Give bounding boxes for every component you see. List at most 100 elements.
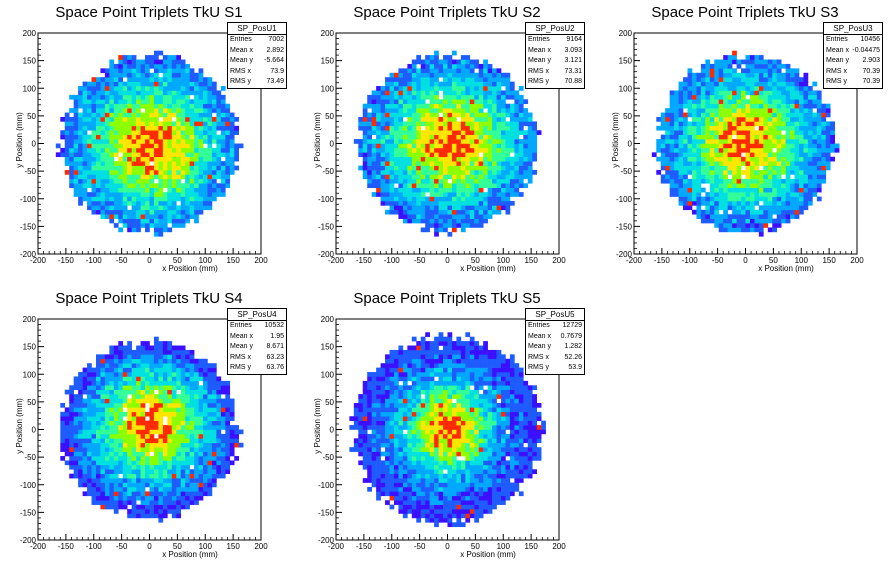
- histogram-bin: [78, 121, 83, 127]
- histogram-bin: [492, 174, 497, 180]
- histogram-bin: [799, 86, 804, 91]
- histogram-bin: [145, 380, 150, 386]
- histogram-bin: [389, 174, 395, 180]
- histogram-bin: [420, 192, 426, 197]
- histogram-bin: [153, 99, 159, 105]
- histogram-bin: [153, 72, 159, 78]
- histogram-bin: [678, 183, 684, 188]
- histogram-bin: [398, 165, 404, 171]
- histogram-bin: [153, 59, 159, 65]
- histogram-bin: [158, 174, 164, 180]
- histogram-bin: [758, 209, 764, 215]
- histogram-bin: [171, 86, 177, 91]
- histogram-bin: [696, 214, 702, 219]
- histogram-bin: [162, 55, 168, 60]
- histogram-bin: [807, 125, 813, 131]
- histogram-bin: [474, 205, 480, 211]
- histogram-bin: [82, 156, 88, 162]
- histogram-bin: [158, 231, 164, 237]
- histogram-bin: [483, 121, 488, 127]
- histogram-bin: [109, 147, 115, 153]
- histogram-bin: [767, 90, 773, 96]
- histogram-bin: [180, 161, 186, 166]
- histogram-bin: [518, 86, 524, 91]
- histogram-bin: [189, 130, 195, 135]
- histogram-cells: [60, 336, 244, 523]
- histogram-bin: [398, 214, 404, 219]
- histogram-bin: [451, 116, 457, 122]
- histogram-bin: [505, 86, 511, 91]
- histogram-bin: [501, 103, 506, 109]
- histogram-bin: [127, 473, 132, 479]
- histogram-bin: [78, 134, 83, 140]
- histogram-bin: [176, 108, 182, 113]
- histogram-bin: [389, 103, 395, 109]
- histogram-bin: [104, 178, 110, 184]
- histogram-bin: [532, 143, 537, 149]
- histogram-bin: [207, 94, 213, 100]
- histogram-bin: [456, 183, 462, 188]
- histogram-bin: [376, 170, 381, 175]
- histogram-bin: [718, 196, 724, 202]
- histogram-bin: [145, 209, 150, 215]
- histogram-bin: [91, 94, 97, 100]
- histogram-bin: [69, 125, 74, 131]
- histogram-bin: [136, 196, 141, 202]
- histogram-bin: [429, 223, 435, 228]
- histogram-bin: [118, 108, 124, 113]
- histogram-bin: [420, 152, 426, 158]
- histogram-bin: [91, 438, 97, 444]
- histogram-bin: [207, 103, 213, 109]
- histogram-bin: [180, 495, 186, 501]
- histogram-bin: [532, 156, 537, 162]
- histogram-bin: [389, 86, 395, 91]
- stats-value: 73.49: [266, 78, 284, 85]
- histogram-bin: [100, 385, 106, 391]
- histogram-bin: [478, 90, 484, 96]
- histogram-bin: [429, 165, 435, 171]
- histogram-bin: [82, 460, 88, 466]
- histogram-bin: [407, 99, 413, 105]
- histogram-bin: [149, 214, 155, 219]
- histogram-bin: [149, 367, 155, 373]
- histogram-bin: [767, 218, 773, 224]
- histogram-bin: [127, 196, 132, 202]
- histogram-bin: [100, 200, 106, 206]
- histogram-bin: [185, 473, 190, 479]
- histogram-bin: [131, 63, 137, 69]
- histogram-bin: [60, 416, 66, 421]
- histogram-bin: [749, 161, 755, 166]
- histogram-bin: [803, 161, 809, 166]
- histogram-bin: [496, 103, 502, 109]
- histogram-bin: [447, 214, 453, 219]
- histogram-bin: [145, 77, 150, 82]
- histogram-bin: [483, 152, 488, 158]
- histogram-bin: [451, 130, 457, 135]
- histogram-bin: [176, 460, 182, 466]
- y-axis-label: y Position (mm): [15, 112, 24, 168]
- histogram-bin: [109, 402, 115, 408]
- histogram-bin: [732, 205, 737, 211]
- histogram-bin: [104, 407, 110, 413]
- histogram-bin: [78, 411, 83, 417]
- histogram-bin: [709, 161, 715, 166]
- histogram-bin: [216, 94, 222, 100]
- histogram-bin: [95, 183, 101, 188]
- histogram-bin: [145, 349, 150, 355]
- x-tick-label: -150: [654, 256, 671, 265]
- histogram-bin: [705, 196, 711, 202]
- histogram-bin: [127, 482, 132, 488]
- histogram-bin: [185, 218, 190, 224]
- histogram-bin: [687, 139, 693, 144]
- histogram-bin: [225, 125, 231, 131]
- histogram-bin: [64, 433, 70, 439]
- histogram-bin: [153, 376, 159, 382]
- histogram-bin: [691, 161, 697, 166]
- histogram-bin: [100, 402, 106, 408]
- histogram-bin: [709, 209, 715, 215]
- histogram-bin: [136, 438, 141, 444]
- histogram-bin: [483, 196, 488, 202]
- histogram-bin: [492, 94, 497, 100]
- histogram-bin: [100, 77, 106, 82]
- histogram-bin: [393, 192, 399, 197]
